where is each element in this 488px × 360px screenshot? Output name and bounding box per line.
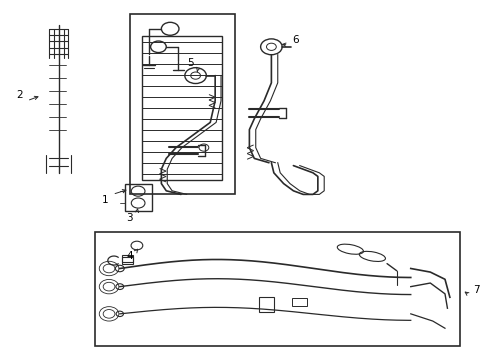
Text: 1: 1 (102, 195, 108, 205)
Text: 7: 7 (472, 285, 479, 295)
Text: 3: 3 (126, 213, 133, 223)
Text: 5: 5 (187, 58, 194, 68)
Bar (142, 36, 222, 180)
Text: 6: 6 (292, 35, 299, 45)
Bar (259, 297, 273, 312)
Bar (129, 14, 234, 194)
Bar (124, 184, 151, 211)
Bar (291, 298, 306, 306)
Bar (122, 257, 133, 264)
Text: 2: 2 (16, 90, 23, 100)
Bar (95, 232, 459, 346)
Text: 4: 4 (126, 251, 133, 261)
Bar (122, 255, 133, 262)
